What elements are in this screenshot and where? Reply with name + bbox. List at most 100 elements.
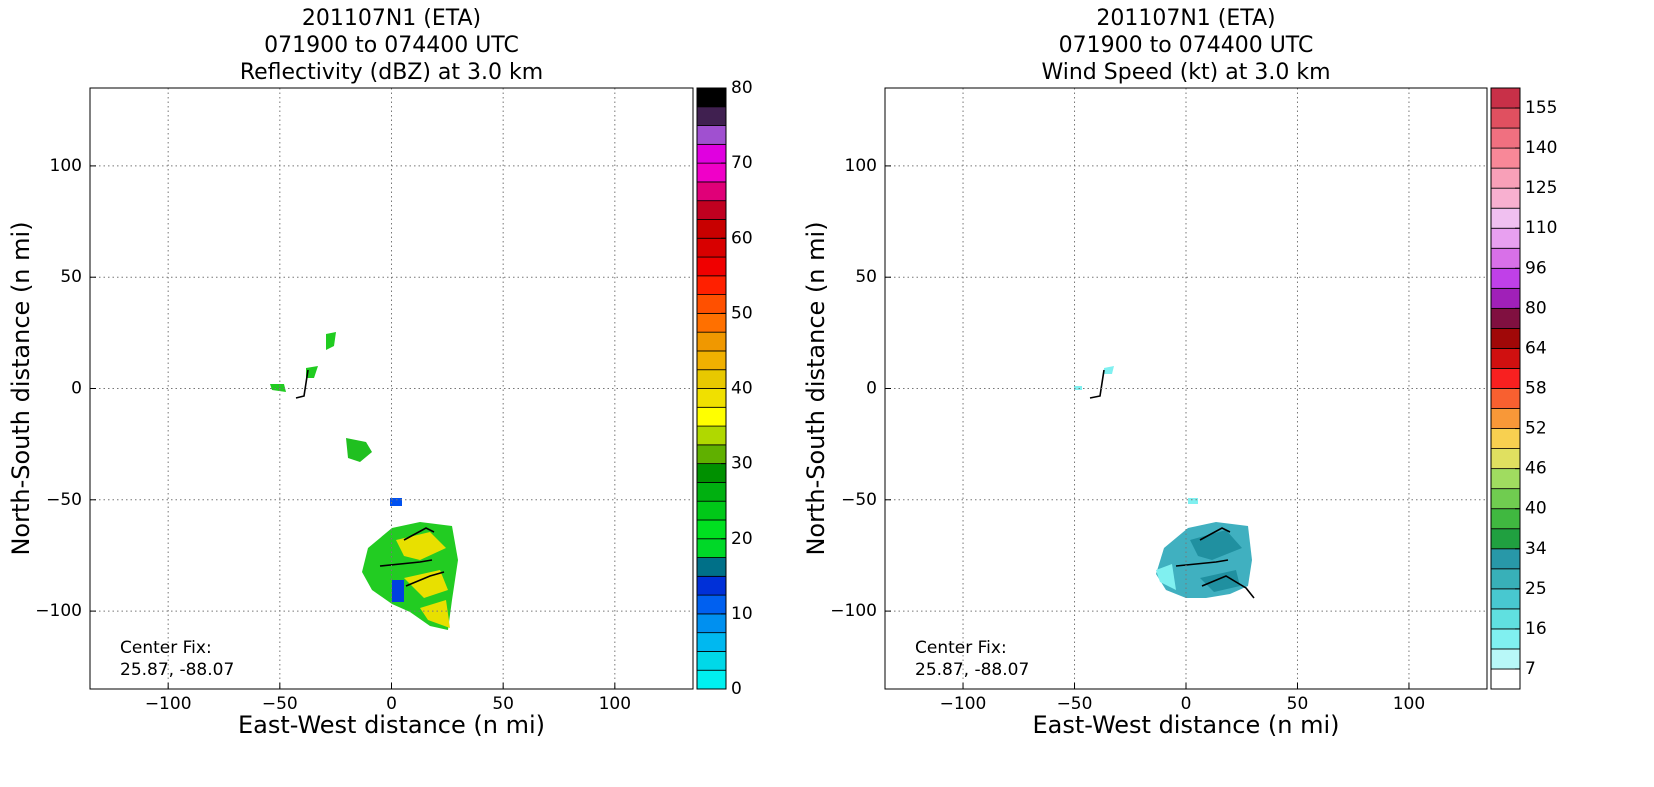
colorbar-bin — [1490, 448, 1521, 470]
echo — [396, 532, 450, 628]
wind-barbs — [295, 369, 445, 587]
colorbar-tick-label: 80 — [731, 78, 753, 98]
x-tick-label: 50 — [492, 694, 514, 714]
x-tick-label: 100 — [1393, 694, 1425, 714]
colorbar-bin — [696, 125, 727, 145]
chart-title: Wind Speed (kt) at 3.0 km — [1041, 60, 1330, 85]
colorbar-tick-label: 96 — [1525, 258, 1547, 278]
x-axis-label: East-West distance (n mi) — [1032, 711, 1339, 739]
colorbar-bin — [1490, 107, 1521, 129]
colorbar-bin — [696, 106, 727, 126]
y-tick-label: −100 — [830, 601, 877, 621]
annotation: Center Fix: — [915, 638, 1007, 658]
colorbar-bin — [1490, 548, 1521, 570]
chart-title: 201107N1 (ETA) — [302, 6, 481, 31]
colorbar-bin — [1490, 327, 1521, 349]
colorbar-bin — [1490, 468, 1521, 490]
colorbar-bin — [696, 632, 727, 652]
colorbar-tick-label: 10 — [731, 604, 753, 624]
colorbar-tick-label: 155 — [1525, 98, 1557, 118]
colorbar-bin — [1490, 287, 1521, 309]
colorbar-bin — [1490, 588, 1521, 610]
colorbar-bin — [696, 294, 727, 314]
colorbar-bin — [1490, 348, 1521, 369]
colorbar-bin — [1490, 127, 1521, 149]
colorbar-tick-label: 58 — [1525, 379, 1547, 399]
colorbar-bin — [696, 181, 727, 202]
x-tick-label: −50 — [262, 694, 298, 714]
y-tick-label: 50 — [60, 267, 82, 287]
colorbar-bin — [1490, 648, 1521, 670]
colorbar-bin — [696, 87, 727, 108]
colorbar-tick-label: 80 — [1525, 298, 1547, 318]
colorbar-bin — [696, 482, 727, 502]
plot-frame — [884, 87, 1488, 690]
annotation: 25.87, -88.07 — [915, 660, 1029, 680]
colorbar-bin — [1490, 488, 1521, 510]
colorbar-tick-label: 50 — [731, 303, 753, 323]
colorbar-tick-label: 70 — [731, 153, 753, 173]
y-axis-label: North-South distance (n mi) — [7, 221, 35, 555]
y-tick-label: −50 — [46, 490, 82, 510]
colorbar-bin — [1490, 167, 1521, 189]
y-tick-label: 0 — [866, 379, 877, 399]
annotation: 25.87, -88.07 — [120, 660, 234, 680]
colorbar-bin — [1490, 408, 1521, 429]
chart-title: Reflectivity (dBZ) at 3.0 km — [240, 60, 543, 85]
y-tick-label: 100 — [845, 156, 877, 176]
colorbar-bin — [696, 444, 727, 465]
colorbar-bin — [696, 369, 727, 389]
echoes-right — [1074, 366, 1255, 599]
annotation: Center Fix: — [120, 638, 212, 658]
colorbar-tick-label: 34 — [1525, 539, 1547, 559]
y-tick-label: 0 — [71, 379, 82, 399]
colorbar-tick-label: 30 — [731, 454, 753, 474]
colorbar-tick-label: 7 — [1525, 659, 1536, 679]
x-axis-label: East-West distance (n mi) — [238, 711, 545, 739]
colorbar-tick-label: 40 — [731, 379, 753, 399]
colorbar-tick-label: 125 — [1525, 178, 1557, 198]
colorbar-bin — [696, 406, 727, 427]
chart-title: 201107N1 (ETA) — [1096, 6, 1275, 31]
x-tick-label: −100 — [145, 694, 192, 714]
colorbar-bin — [1490, 388, 1521, 409]
colorbar-bin — [696, 200, 727, 220]
colorbar-bin — [696, 388, 727, 408]
colorbar-bin — [696, 219, 727, 239]
colorbar-bin — [1490, 227, 1521, 249]
colorbar-bin — [696, 350, 727, 371]
colorbar-tick-label: 64 — [1525, 338, 1547, 358]
echo — [346, 438, 372, 462]
x-tick-label: 0 — [1181, 694, 1192, 714]
echoes-left — [270, 332, 458, 630]
colorbar-tick-label: 46 — [1525, 459, 1547, 479]
echo — [270, 332, 336, 392]
x-tick-label: 50 — [1287, 694, 1309, 714]
colorbar-bin — [696, 575, 727, 596]
colorbar-bin — [1490, 207, 1521, 229]
x-tick-label: 0 — [386, 694, 397, 714]
colorbar-tick-label: 52 — [1525, 419, 1547, 439]
colorbar-bin — [696, 143, 727, 164]
x-tick-label: 100 — [599, 694, 631, 714]
colorbar-bin — [1490, 187, 1521, 209]
colorbar-tick-label: 0 — [731, 679, 742, 699]
colorbar-tick-label: 16 — [1525, 619, 1547, 639]
colorbar-bin — [696, 500, 727, 521]
colorbar-bin — [696, 651, 727, 671]
colorbar-bin — [696, 669, 727, 690]
colorbar-bin — [696, 557, 727, 577]
colorbar-bin — [1490, 87, 1521, 109]
colorbar-bin — [1490, 508, 1521, 530]
colorbar-bin — [1490, 267, 1521, 289]
echo — [392, 580, 404, 602]
colorbar-bin — [1490, 368, 1521, 389]
colorbar-bin — [696, 425, 727, 446]
colorbar-tick-label: 60 — [731, 228, 753, 248]
colorbar-bin — [696, 538, 727, 558]
y-tick-label: 50 — [855, 267, 877, 287]
x-tick-label: −100 — [940, 694, 987, 714]
colorbar-bin — [1490, 668, 1521, 690]
